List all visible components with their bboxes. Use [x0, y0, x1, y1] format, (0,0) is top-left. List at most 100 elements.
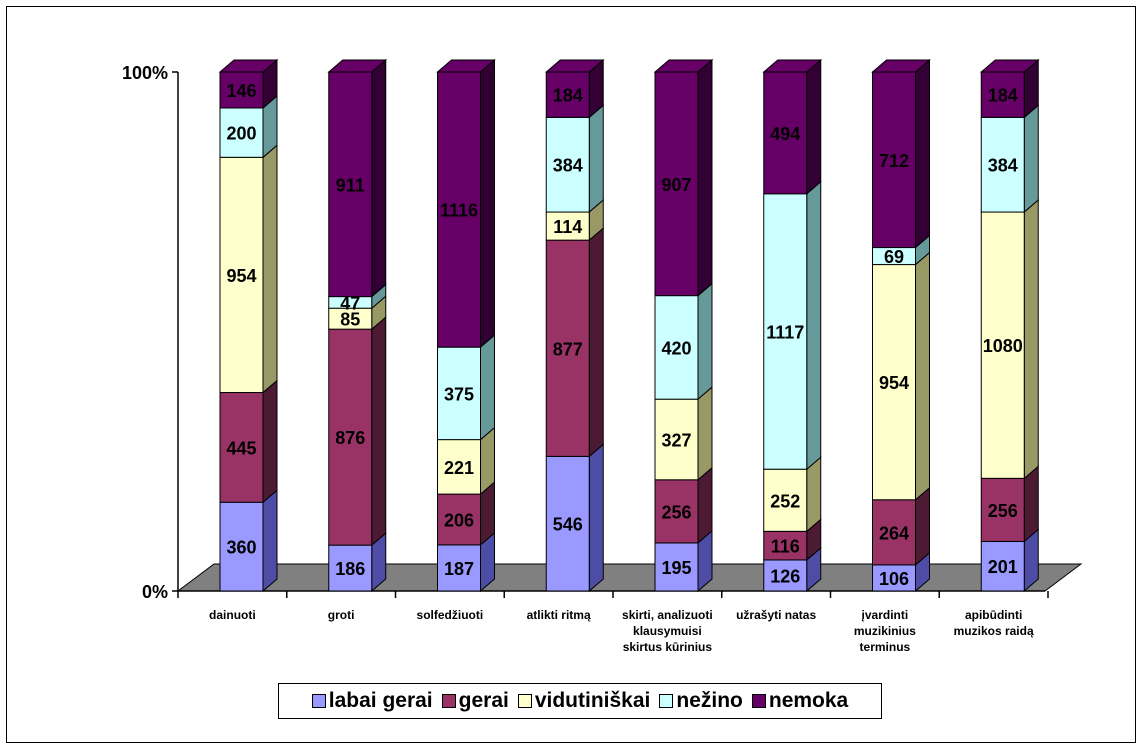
legend-swatch — [751, 694, 766, 708]
bar-segment — [219, 392, 264, 503]
legend-item: nemoka — [751, 689, 849, 713]
bar-side — [915, 251, 930, 501]
legend-item: gerai — [441, 689, 509, 713]
bar-segment — [437, 544, 481, 592]
data-label: 256 — [661, 502, 691, 522]
bar-side — [262, 144, 278, 394]
bar-side — [371, 316, 387, 547]
data-label: 1116 — [440, 201, 478, 221]
x-tick-label: dainuoti — [209, 608, 256, 622]
bar-segment — [763, 530, 808, 561]
data-label: 384 — [553, 156, 583, 176]
data-label: 186 — [335, 559, 365, 579]
legend-item: vidutiniškai — [517, 689, 651, 713]
data-label: 252 — [770, 491, 800, 511]
bar-side — [480, 58, 495, 349]
data-label: 954 — [879, 373, 909, 393]
data-label: 445 — [226, 438, 256, 458]
bar-segment — [219, 71, 264, 109]
bar-top — [979, 59, 1040, 73]
data-label: 877 — [553, 339, 583, 359]
data-label: 375 — [444, 384, 474, 404]
bar-segment — [654, 295, 699, 400]
bar-side — [915, 486, 930, 566]
bar-top — [762, 59, 823, 73]
bar-segment — [980, 540, 1025, 592]
data-label: 954 — [226, 266, 256, 286]
legend-label: gerai — [458, 689, 509, 712]
legend-label: nežino — [676, 689, 743, 712]
bar-side — [1023, 198, 1039, 480]
data-label: 195 — [661, 558, 691, 578]
bar-side — [697, 58, 713, 297]
data-label: 712 — [879, 151, 909, 171]
bar-top — [327, 59, 388, 73]
bar-segment — [654, 479, 699, 544]
data-label: 184 — [553, 86, 583, 106]
data-label: 907 — [661, 175, 691, 195]
data-label: 69 — [884, 247, 904, 267]
data-label: 384 — [988, 156, 1018, 176]
bar-segment — [437, 71, 481, 348]
legend-label: vidutiniškai — [534, 689, 651, 712]
bar-side — [697, 466, 713, 545]
x-tick-label: solfedžiuoti — [417, 608, 484, 622]
data-label: 200 — [226, 124, 256, 144]
bar-segment — [654, 542, 699, 592]
bar-top — [218, 59, 279, 73]
bar-segment — [872, 499, 916, 566]
bar-segment — [328, 328, 373, 546]
data-label: 201 — [988, 557, 1018, 577]
data-label: 114 — [553, 217, 582, 237]
legend-swatch — [517, 694, 532, 708]
legend-item: nežino — [659, 689, 743, 713]
bar-segment — [437, 493, 481, 546]
bar-top — [436, 59, 496, 73]
data-label: 256 — [988, 501, 1018, 521]
bar-side — [806, 456, 822, 533]
bar-segment — [219, 501, 264, 592]
bar-segment — [545, 211, 590, 241]
data-label: 911 — [336, 175, 365, 195]
x-tick-label: užrašyti natas — [736, 608, 816, 622]
legend-swatch — [441, 694, 456, 708]
bar-segment — [763, 193, 808, 470]
bar-segment — [328, 544, 373, 592]
legend-label: nemoka — [768, 689, 849, 712]
legend-swatch — [659, 694, 674, 708]
data-label: 126 — [770, 566, 800, 586]
bar-top — [544, 59, 605, 73]
bar-segment — [872, 264, 916, 501]
bar-top — [871, 59, 931, 73]
bar-side — [915, 58, 930, 249]
data-label: 360 — [226, 538, 256, 558]
legend-label: labai gerai — [328, 689, 433, 712]
data-label: 146 — [226, 81, 256, 101]
x-tick-label: groti — [328, 608, 355, 622]
x-tick-label: skirtus kūrinius — [623, 640, 713, 654]
bar-segment — [545, 239, 590, 457]
bar-segment — [545, 71, 590, 118]
y-tick-label: 100% — [122, 63, 168, 83]
data-label: 47 — [340, 293, 360, 313]
bar-side — [806, 180, 822, 471]
legend: labai gerai gerai vidutiniškai nežino nemoka — [278, 683, 882, 719]
x-tick-label: muzikinius — [854, 624, 916, 638]
data-label: 420 — [661, 338, 691, 358]
data-label: 494 — [770, 124, 800, 144]
bar-side — [697, 282, 713, 401]
data-label: 546 — [553, 515, 583, 535]
data-label: 106 — [879, 569, 909, 589]
bar-segment — [980, 116, 1025, 213]
bar-segment — [980, 211, 1025, 479]
chart-floor — [176, 563, 1083, 592]
bar-side — [371, 58, 387, 298]
bar-side — [806, 58, 822, 195]
data-label: 1080 — [983, 336, 1023, 356]
bar-side — [697, 386, 713, 481]
bar-side — [588, 227, 604, 458]
bar-segment — [980, 71, 1025, 118]
bar-segment — [980, 477, 1025, 542]
bar-side — [588, 443, 604, 593]
